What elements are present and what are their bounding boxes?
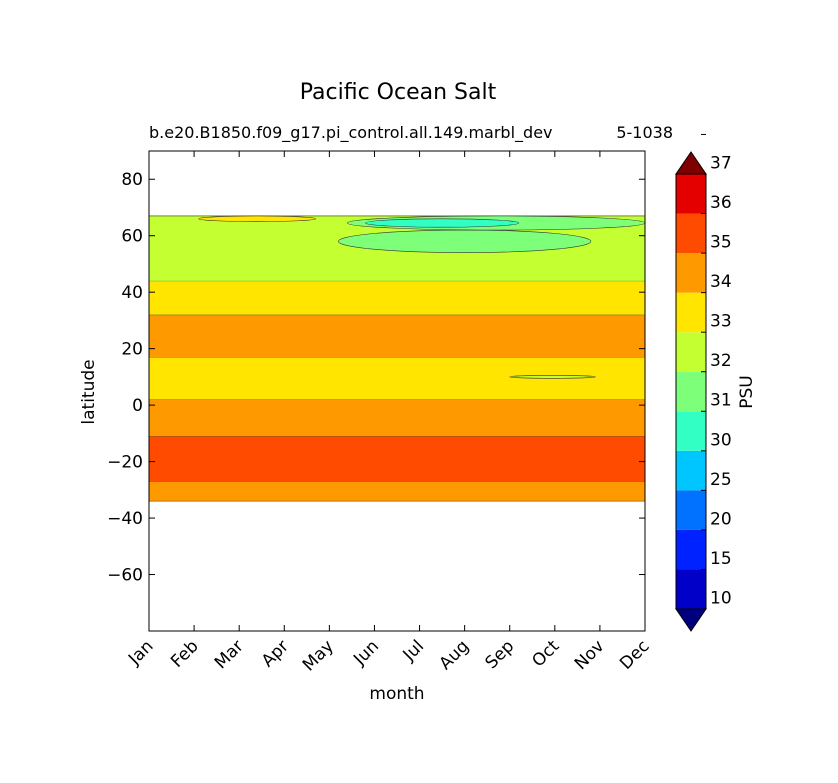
- chart-subtitle-left: b.e20.B1850.f09_g17.pi_control.all.149.m…: [149, 123, 553, 143]
- y-tick-label: −20: [107, 453, 143, 473]
- contour-patch-3: [365, 218, 520, 228]
- y-tick-label: 0: [132, 396, 143, 416]
- plot-frame: [148, 150, 646, 632]
- colorbar-segment: [676, 569, 706, 609]
- x-tick-label: Jun: [349, 636, 383, 670]
- plot-area: [148, 150, 646, 632]
- x-tick-label: Nov: [571, 636, 609, 674]
- y-tick-label: 60: [121, 227, 143, 247]
- x-tick-label: May: [299, 636, 338, 675]
- colorbar-segment: [676, 174, 706, 214]
- x-tick-label: Sep: [481, 636, 518, 673]
- x-tick-label: Mar: [211, 636, 248, 673]
- y-axis-label: latitude: [79, 359, 99, 424]
- x-tick-label: Jul: [399, 636, 428, 665]
- contour-patch-0: [198, 215, 317, 222]
- colorbar-tick-label: 31: [710, 391, 732, 411]
- colorbar-extend-max: [675, 151, 707, 175]
- colorbar-label: PSU: [737, 375, 757, 409]
- contour-patch-4: [509, 375, 596, 379]
- colorbar-tick-label: 34: [710, 272, 732, 292]
- contour-band-4: [149, 314, 645, 358]
- colorbar-segment: [676, 213, 706, 254]
- colorbar-extend-min: [675, 608, 707, 632]
- contour-band-1: [149, 436, 645, 482]
- contour-bands: [149, 215, 645, 502]
- contour-patch-1: [338, 229, 592, 253]
- x-tick-label: Aug: [436, 636, 474, 674]
- colorbar-tick-label: 32: [710, 351, 732, 371]
- contour-band-2: [149, 399, 645, 437]
- colorbar-frame: [675, 173, 707, 610]
- colorbar-tick-label: 15: [710, 549, 732, 569]
- contour-patches: [198, 215, 646, 379]
- colorbar-segment: [676, 411, 706, 451]
- colorbar-segment: [676, 253, 706, 293]
- x-tick-label: Feb: [167, 636, 202, 671]
- colorbar: 10 15 20 25 30 31 32 33 34 35 36 37: [675, 133, 732, 632]
- colorbar-segment: [676, 332, 706, 372]
- x-tick-label: Dec: [616, 636, 653, 673]
- colorbar-tick-label: 10: [710, 588, 732, 608]
- colorbar-tick-label: 33: [710, 312, 732, 332]
- x-tick-label: Apr: [258, 636, 293, 671]
- colorbar-segment: [676, 490, 706, 530]
- colorbar-tick-label: 35: [710, 233, 732, 253]
- y-tick-label: −40: [107, 509, 143, 529]
- colorbar-segment: [676, 292, 706, 333]
- chart-subtitle-right: 5-1038: [616, 123, 673, 142]
- y-tick-label: 20: [121, 340, 143, 360]
- x-tick-label: Oct: [528, 636, 563, 671]
- contour-band-5: [149, 280, 645, 315]
- contour-band-0: [149, 481, 645, 502]
- x-axis-label: month: [369, 684, 424, 704]
- y-axis: 80 60 40 20 0 −20 −40 −60: [107, 170, 645, 586]
- colorbar-tick-label: 37: [710, 153, 732, 173]
- colorbar-tick-label: 30: [710, 430, 732, 450]
- colorbar-tick-label: 36: [710, 193, 732, 213]
- colorbar-segment: [676, 371, 706, 412]
- chart-title: Pacific Ocean Salt: [300, 80, 497, 105]
- y-tick-label: 40: [121, 283, 143, 303]
- y-tick-label: −60: [107, 566, 143, 586]
- colorbar-tick-label: 25: [710, 470, 732, 490]
- x-tick-label: Jan: [124, 636, 157, 669]
- colorbar-segment: [676, 450, 706, 491]
- colorbar-tick-label: 20: [710, 509, 732, 529]
- y-tick-label: 80: [121, 170, 143, 190]
- colorbar-segment: [676, 529, 706, 570]
